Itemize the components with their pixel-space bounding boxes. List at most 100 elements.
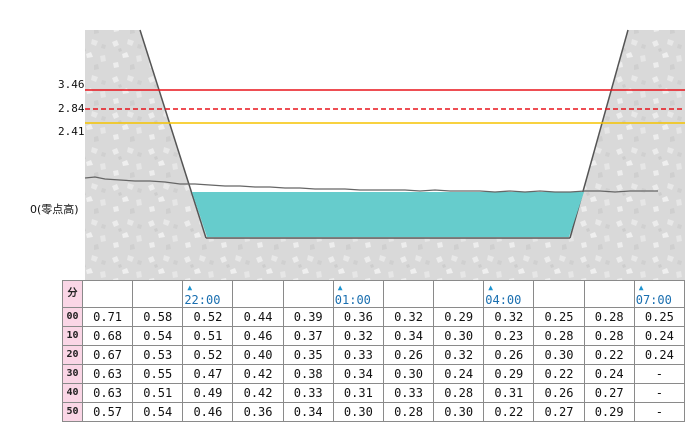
level-label-red: 3.46 <box>58 78 85 91</box>
level-value-cell: 0.26 <box>382 345 435 365</box>
level-value-cell: 0.44 <box>232 307 284 327</box>
level-value-cell: 0.33 <box>332 345 384 365</box>
time-header-cell: ▲ 04:00 <box>483 280 535 308</box>
time-header-cell <box>533 280 585 308</box>
table-row: 50 0.57 0.54 0.46 0.36 0.34 0.30 0.28 0.30 0.22 0.… <box>62 402 686 422</box>
level-value-cell: 0.30 <box>533 345 585 365</box>
level-value-cell: 0.32 <box>433 345 485 365</box>
level-value-cell: 0.57 <box>81 402 134 422</box>
minute-header-cell: 分 <box>62 280 83 308</box>
table-row: 10 0.68 0.54 0.51 0.46 0.37 0.32 0.34 0.30 0.23 0.… <box>62 326 686 346</box>
time-marker-triangle-icon: ▲ <box>488 283 494 292</box>
level-value-cell: 0.63 <box>81 383 134 403</box>
time-header-cell: ▲ 07:00 <box>633 280 686 308</box>
zero-height-label: 0(零点高) <box>30 203 79 216</box>
level-value-cell: 0.47 <box>182 364 234 384</box>
level-value-cell: 0.67 <box>81 345 134 365</box>
level-value-cell: 0.22 <box>583 345 635 365</box>
zero-height-line <box>84 176 658 193</box>
level-value-cell: 0.53 <box>132 345 184 365</box>
level-value-cell: 0.24 <box>633 345 686 365</box>
level-value-cell: 0.30 <box>382 364 435 384</box>
level-value-cell: 0.34 <box>382 326 435 346</box>
minute-cell: 30 <box>62 364 83 384</box>
level-value-cell: - <box>633 383 686 403</box>
time-marker-triangle-icon: ▲ <box>187 283 193 292</box>
level-value-cell: 0.55 <box>132 364 184 384</box>
time-header-cell: ▲ 01:00 <box>332 280 384 308</box>
level-value-cell: 0.22 <box>483 402 535 422</box>
level-value-cell: - <box>633 402 686 422</box>
level-value-cell: 0.29 <box>583 402 635 422</box>
level-value-cell: 0.31 <box>332 383 384 403</box>
time-marker-triangle-icon: ▲ <box>638 283 644 292</box>
table-row: 30 0.63 0.55 0.47 0.42 0.38 0.34 0.30 0.24 0.29 0.… <box>62 364 686 384</box>
level-value-cell: 0.28 <box>433 383 485 403</box>
time-marker-label: 01:00 <box>334 293 371 307</box>
level-value-cell: 0.26 <box>483 345 535 365</box>
minute-cell: 40 <box>62 383 83 403</box>
level-value-cell: 0.49 <box>182 383 234 403</box>
time-header-cell <box>282 280 334 308</box>
river-bank <box>85 29 685 280</box>
level-value-cell: 0.51 <box>182 326 234 346</box>
level-value-cell: 0.68 <box>81 326 134 346</box>
level-value-cell: 0.38 <box>282 364 334 384</box>
minute-cell: 20 <box>62 345 83 365</box>
minute-cell: 50 <box>62 402 83 422</box>
level-value-cell: 0.34 <box>332 364 384 384</box>
level-value-cell: 0.32 <box>382 307 435 327</box>
table-row: 20 0.67 0.53 0.52 0.40 0.35 0.33 0.26 0.32 0.26 0.… <box>62 345 686 365</box>
table-row: 40 0.63 0.51 0.49 0.42 0.33 0.31 0.33 0.28 0.31 0.… <box>62 383 686 403</box>
level-value-cell: 0.46 <box>232 326 284 346</box>
level-value-cell: 0.31 <box>483 383 535 403</box>
level-value-cell: 0.71 <box>81 307 134 327</box>
time-header-cell <box>382 280 435 308</box>
minute-cell: 10 <box>62 326 83 346</box>
level-label-yellow: 2.41 <box>58 125 85 138</box>
level-value-cell: 0.27 <box>583 383 635 403</box>
level-value-cell: 0.58 <box>132 307 184 327</box>
level-value-cell: 0.46 <box>182 402 234 422</box>
level-value-cell: 0.26 <box>533 383 585 403</box>
level-value-cell: 0.28 <box>583 307 635 327</box>
time-header-cell <box>433 280 485 308</box>
level-value-cell: 0.25 <box>533 307 585 327</box>
level-value-cell: 0.52 <box>182 345 234 365</box>
time-marker-triangle-icon: ▲ <box>337 283 343 292</box>
level-value-cell: 0.23 <box>483 326 535 346</box>
river-cross-section <box>84 29 685 280</box>
water-body <box>192 192 584 237</box>
level-value-cell: 0.36 <box>332 307 384 327</box>
level-value-cell: 0.28 <box>382 402 435 422</box>
level-value-cell: 0.42 <box>232 364 284 384</box>
level-value-cell: 0.54 <box>132 326 184 346</box>
time-marker-label: 07:00 <box>635 293 672 307</box>
time-header-cell: ▲ 22:00 <box>182 280 234 308</box>
time-header-cell <box>81 280 134 308</box>
level-value-cell: 0.22 <box>533 364 585 384</box>
level-value-cell: 0.27 <box>533 402 585 422</box>
level-value-cell: 0.32 <box>483 307 535 327</box>
time-header-cell <box>132 280 184 308</box>
level-value-cell: 0.34 <box>282 402 334 422</box>
level-value-cell: 0.30 <box>433 326 485 346</box>
level-value-cell: 0.24 <box>433 364 485 384</box>
level-value-cell: 0.30 <box>332 402 384 422</box>
level-value-cell: 0.32 <box>332 326 384 346</box>
level-label-red-dashed: 2.84 <box>58 102 85 115</box>
level-value-cell: 0.24 <box>633 326 686 346</box>
level-value-cell: 0.33 <box>282 383 334 403</box>
time-marker-label: 22:00 <box>184 293 221 307</box>
time-marker-label: 04:00 <box>485 293 522 307</box>
water-fill <box>192 192 584 237</box>
level-value-cell: 0.33 <box>382 383 435 403</box>
level-value-cell: 0.29 <box>433 307 485 327</box>
level-value-cell: 0.28 <box>533 326 585 346</box>
time-header-cell <box>583 280 635 308</box>
level-value-cell: 0.54 <box>132 402 184 422</box>
water-level-table: 分 ▲ 22:00 ▲ 01:00 ▲ 04:00 ▲ 07:00 00 0.71 0.58 0.52 0… <box>62 280 686 422</box>
level-value-cell: 0.29 <box>483 364 535 384</box>
level-value-cell: 0.40 <box>232 345 284 365</box>
table-row: 00 0.71 0.58 0.52 0.44 0.39 0.36 0.32 0.29 0.32 0.… <box>62 307 686 327</box>
